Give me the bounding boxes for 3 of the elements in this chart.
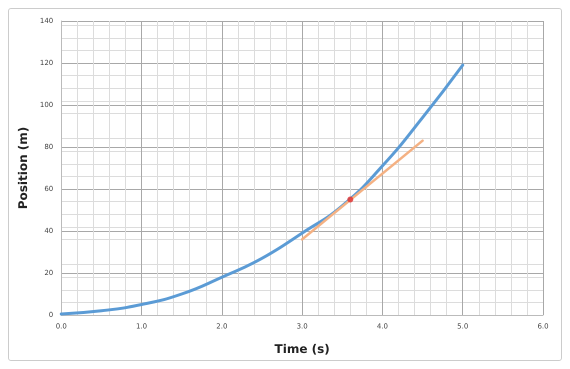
line-series [60, 64, 464, 316]
x-axis-title: Time (s) [274, 342, 330, 356]
y-axis-title: Position (m) [16, 126, 30, 210]
